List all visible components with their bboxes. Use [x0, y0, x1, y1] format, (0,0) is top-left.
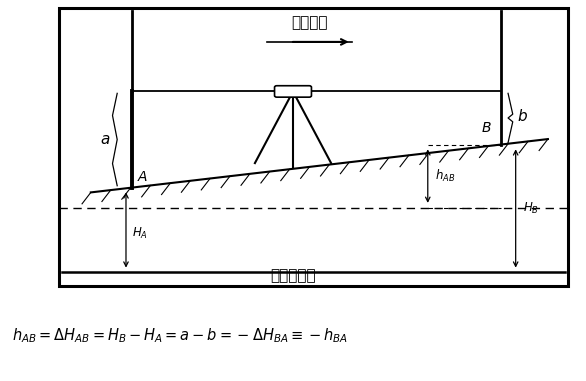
Text: $b$: $b$: [517, 108, 529, 124]
Text: $h_{AB}$: $h_{AB}$: [435, 168, 455, 184]
Text: 前进方向: 前进方向: [291, 16, 328, 30]
Text: 大地水凈面: 大地水凈面: [270, 268, 316, 283]
Text: $h_{AB} = \Delta H_{AB} = H_B - H_A = a - b = -\Delta H_{BA} \equiv -h_{BA}$: $h_{AB} = \Delta H_{AB} = H_B - H_A = a …: [12, 326, 347, 345]
Text: $H_A$: $H_A$: [132, 226, 148, 242]
FancyBboxPatch shape: [274, 86, 312, 97]
Bar: [59, 8, 568, 286]
Text: $a$: $a$: [100, 132, 111, 147]
Text: $H_B$: $H_B$: [523, 201, 539, 216]
Text: $B$: $B$: [481, 121, 491, 135]
Text: $A$: $A$: [137, 170, 148, 184]
